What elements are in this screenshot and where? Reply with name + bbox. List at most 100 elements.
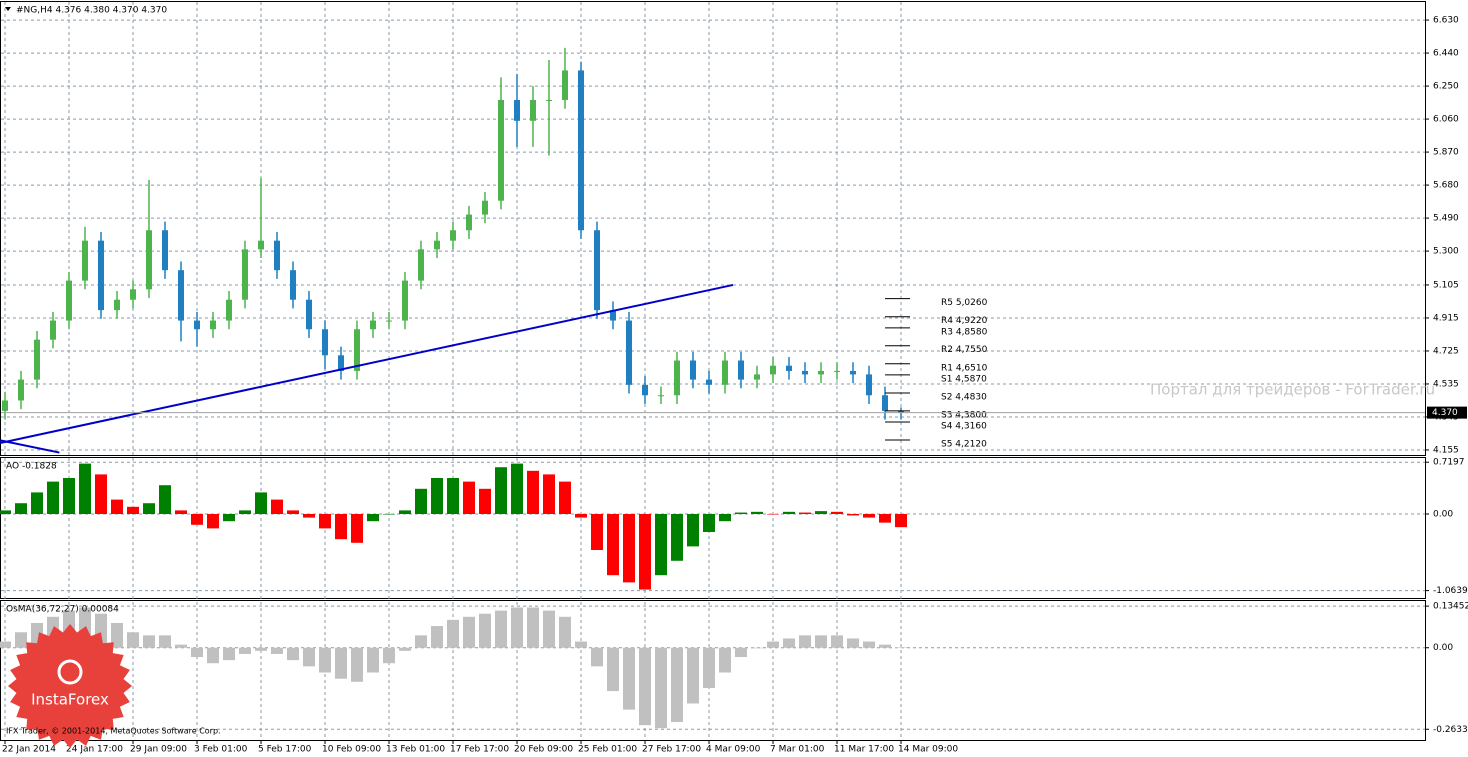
histogram-bar [815, 511, 827, 514]
histogram-bar [847, 514, 859, 516]
histogram-bar [719, 647, 731, 673]
histogram-bar [383, 647, 395, 664]
histogram-bar [607, 514, 619, 576]
candle-body [850, 370, 856, 375]
histogram-bar [367, 514, 379, 522]
histogram-bar [239, 647, 251, 654]
histogram-bar [879, 644, 891, 648]
histogram-bar [15, 632, 27, 648]
histogram-bar [287, 510, 299, 514]
histogram-bar [271, 499, 283, 514]
histogram-bar [287, 647, 299, 661]
pivot-label: S4 4,3160 [941, 421, 987, 431]
histogram-bar [0, 641, 11, 648]
y-tick-label: 4.725 [1433, 346, 1459, 356]
copyright: IFX Trader, © 2001-2014, MetaQuotes Soft… [6, 727, 221, 736]
candle-body [18, 379, 24, 401]
y-tick-label: 6.250 [1433, 82, 1459, 92]
histogram-bar [767, 514, 779, 515]
osma-title: OsMA(36,72,27) 0.00084 [6, 605, 119, 615]
y-tick-label: 6.060 [1433, 115, 1459, 125]
candle-body [258, 240, 264, 250]
histogram-bar [447, 619, 459, 648]
candle-body [434, 240, 440, 250]
candle-body [546, 99, 552, 101]
candle-body [786, 365, 792, 371]
histogram-bar [895, 647, 907, 648]
candle-body [770, 365, 776, 375]
histogram-bar [335, 514, 347, 540]
histogram-bar [639, 514, 651, 590]
logo-icon [57, 659, 83, 685]
y-tick-label: 6.630 [1433, 16, 1459, 26]
histogram-bar [159, 635, 171, 648]
histogram-bar [255, 647, 267, 651]
y-tick-label: 5.490 [1433, 214, 1459, 224]
candle-body [338, 355, 344, 371]
histogram-bar [543, 474, 555, 514]
pivot-label: R1 4,6510 [941, 363, 988, 373]
histogram-bar [479, 488, 491, 514]
histogram-bar [863, 514, 875, 518]
histogram-bar [671, 514, 683, 561]
pivot-label: R3 4,8580 [941, 327, 988, 337]
candle-body [274, 240, 280, 271]
histogram-bar [383, 514, 395, 515]
histogram-bar [511, 463, 523, 514]
histogram-bar [175, 644, 187, 648]
y-tick-label: -1.0639 [1433, 586, 1468, 596]
histogram-bar [591, 647, 603, 667]
candle-body [818, 370, 824, 375]
x-tick-label: 24 Jan 17:00 [66, 745, 123, 755]
histogram-bar [399, 510, 411, 514]
histogram-bar [623, 514, 635, 583]
histogram-bar [751, 647, 763, 649]
candle-body [418, 249, 424, 281]
x-tick-label: 5 Feb 17:00 [258, 745, 312, 755]
y-tick-label: 0.00 [1433, 510, 1453, 520]
histogram-bar [303, 514, 315, 518]
histogram-bar [479, 613, 491, 648]
candle-body [514, 99, 520, 121]
candle-body [626, 320, 632, 385]
current-price-box [1427, 406, 1467, 419]
x-tick-label: 7 Mar 01:00 [770, 745, 825, 755]
y-tick-label: 4.155 [1433, 445, 1459, 455]
histogram-bar [319, 514, 331, 529]
histogram-bar [527, 607, 539, 648]
x-tick-label: 17 Feb 17:00 [450, 745, 509, 755]
histogram-bar [623, 647, 635, 710]
histogram-bar [703, 647, 715, 688]
candle-body [226, 299, 232, 321]
histogram-bar [495, 467, 507, 514]
x-tick-label: 13 Feb 01:00 [386, 745, 445, 755]
current-price-label: 4.370 [1432, 408, 1458, 418]
histogram-bar [671, 647, 683, 723]
candle-body [834, 370, 840, 372]
candle-body [450, 230, 456, 241]
histogram-bar [0, 510, 11, 514]
histogram-bar [863, 641, 875, 648]
logo-text: InstaForex [31, 691, 109, 709]
histogram-bar [655, 647, 667, 729]
candle-body [802, 370, 808, 375]
histogram-bar [463, 481, 475, 514]
x-tick-label: 27 Feb 17:00 [642, 745, 701, 755]
histogram-bar [111, 499, 123, 514]
histogram-bar [575, 514, 587, 518]
histogram-bar [31, 492, 43, 514]
histogram-bar [719, 514, 731, 522]
logo-badge [8, 624, 132, 748]
trendline [0, 283, 734, 444]
histogram-bar [687, 647, 699, 704]
histogram-bar [815, 635, 827, 648]
candle-body [738, 360, 744, 380]
y-tick-label: 5.300 [1433, 247, 1459, 257]
x-tick-label: 29 Jan 09:00 [130, 745, 187, 755]
ao-title: AO -0.1828 [6, 462, 57, 472]
histogram-bar [463, 616, 475, 648]
histogram-bar [415, 635, 427, 648]
candle-body [690, 360, 696, 380]
histogram-bar [207, 647, 219, 664]
